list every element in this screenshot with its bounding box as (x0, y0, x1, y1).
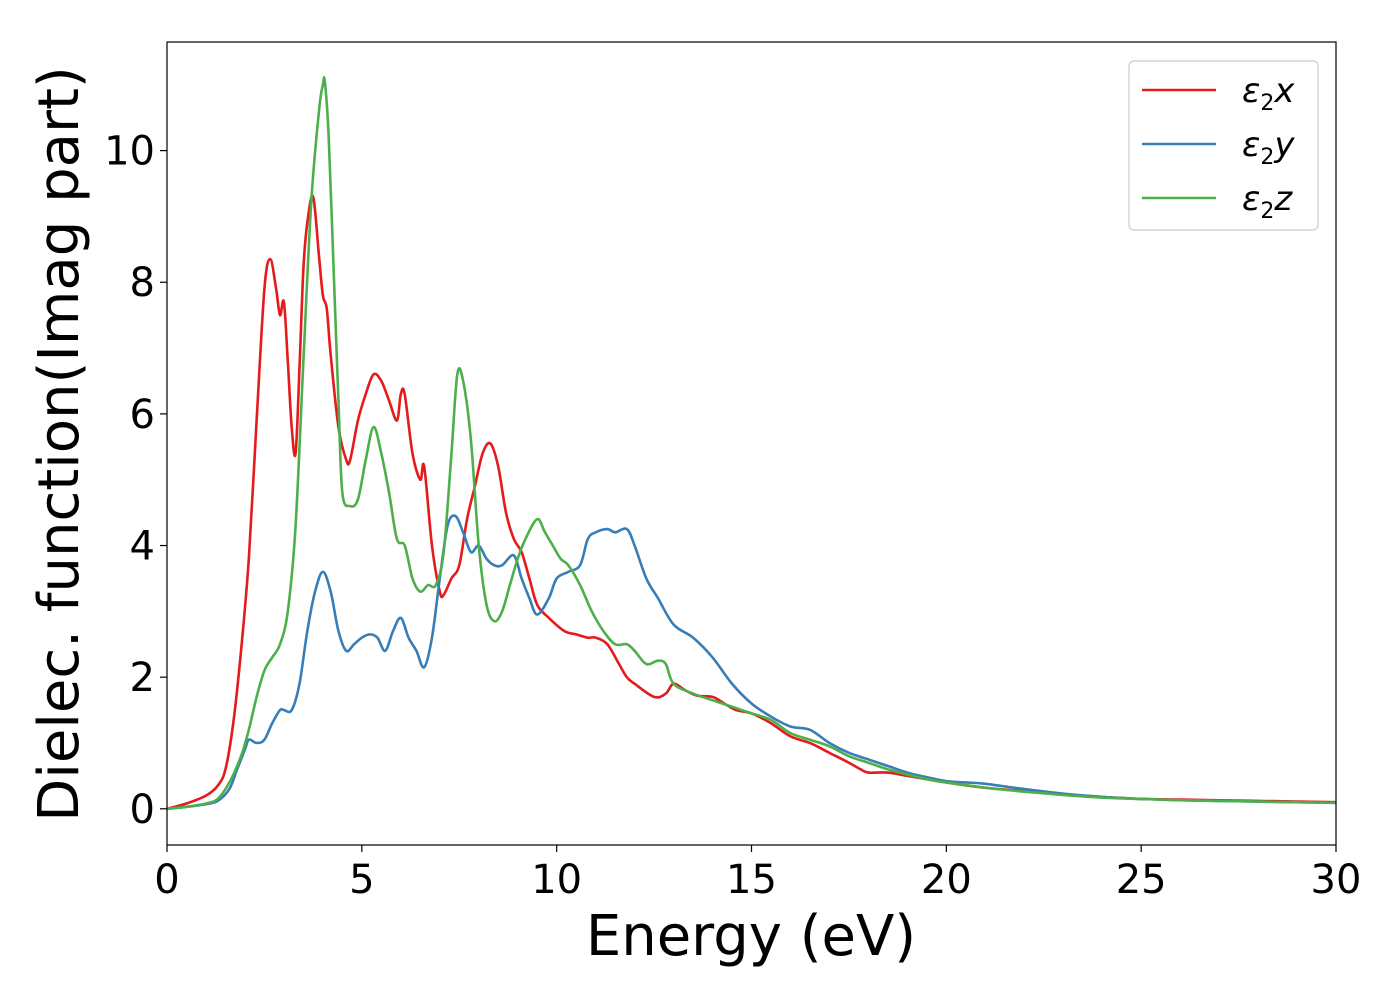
x-axis-label: Energy (eV) (586, 904, 916, 969)
x-tick-label: 5 (349, 857, 374, 903)
x-tick-label: 10 (531, 857, 582, 903)
y-tick-label: 2 (130, 655, 155, 701)
x-tick-label: 15 (726, 857, 777, 903)
series-line-z (166, 76, 1337, 811)
y-axis-ticks: 0 2 4 6 8 10 (104, 129, 167, 833)
y-tick-label: 4 (130, 524, 155, 570)
y-tick-label: 6 (130, 392, 155, 438)
legend-label-z: ε2z (1242, 179, 1293, 224)
x-tick-label: 20 (921, 857, 972, 903)
legend-items: ε2x ε2y ε2z (1142, 71, 1295, 224)
y-axis-label: Dielec. function(Imag part) (27, 66, 92, 822)
x-tick-label: 25 (1116, 857, 1167, 903)
y-tick-label: 10 (104, 129, 155, 175)
y-tick-label: 0 (130, 787, 155, 833)
legend-label-x: ε2x (1242, 71, 1295, 116)
series-layer (166, 76, 1337, 811)
legend: ε2x ε2y ε2z (1128, 60, 1319, 231)
series-line-y (166, 514, 1337, 811)
legend-box (1128, 60, 1319, 231)
x-axis-ticks: 0 5 10 15 20 25 30 (154, 845, 1361, 903)
x-tick-label: 30 (1311, 857, 1362, 903)
legend-label-y: ε2y (1242, 125, 1295, 170)
y-tick-label: 8 (130, 260, 155, 306)
x-tick-label: 0 (154, 857, 179, 903)
series-line-x (166, 194, 1337, 811)
